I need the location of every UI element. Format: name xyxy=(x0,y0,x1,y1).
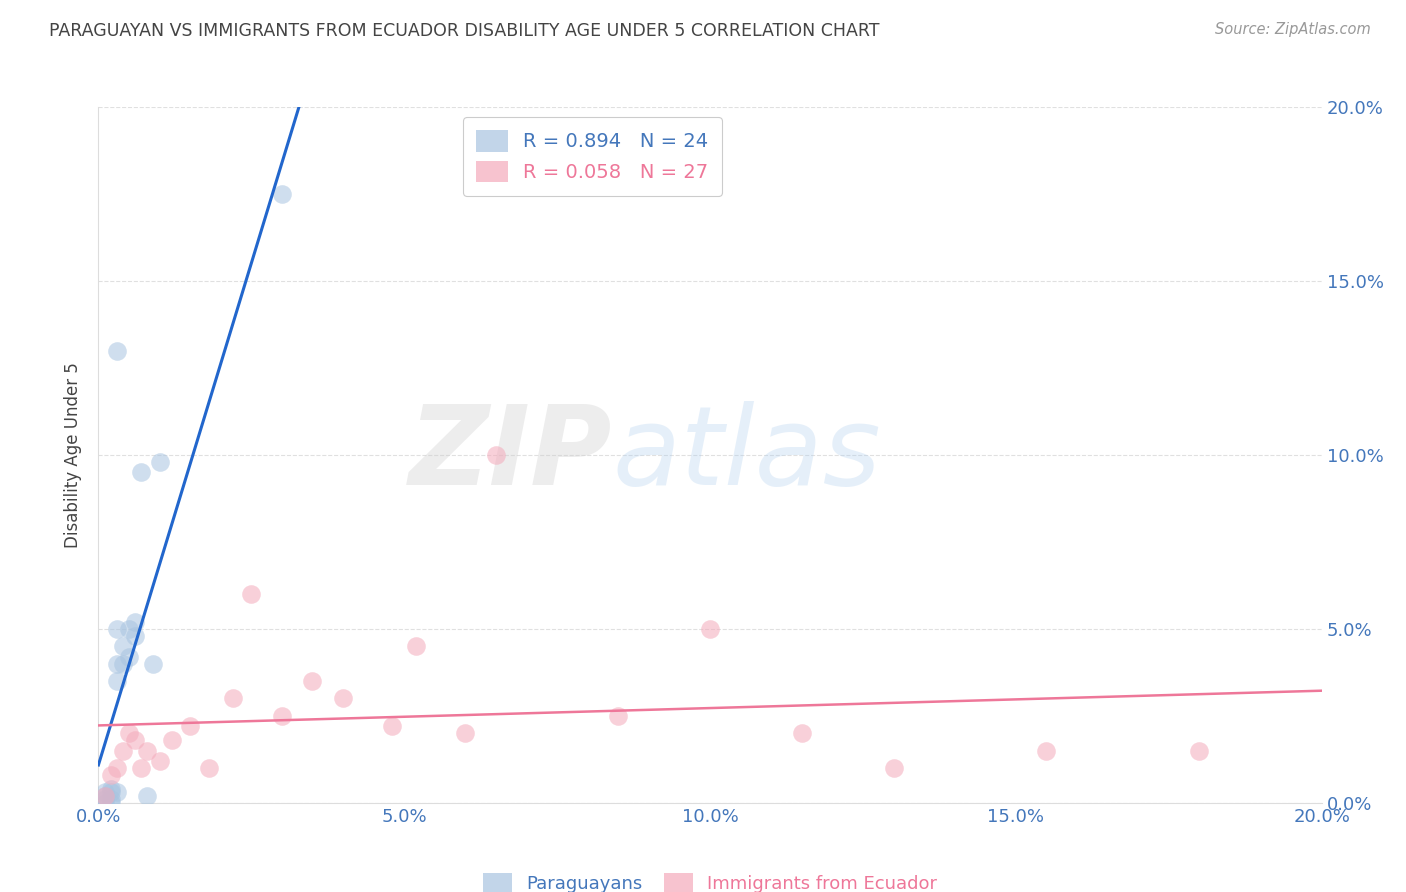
Point xyxy=(270,187,292,202)
Point xyxy=(332,691,354,706)
Point xyxy=(240,587,263,601)
Point xyxy=(100,792,122,806)
Point xyxy=(790,726,813,740)
Point xyxy=(699,622,721,636)
Point xyxy=(405,639,427,653)
Point xyxy=(485,448,508,462)
Point xyxy=(93,792,115,806)
Point xyxy=(179,719,201,733)
Text: atlas: atlas xyxy=(612,401,880,508)
Point xyxy=(93,796,115,810)
Point xyxy=(105,622,128,636)
Point xyxy=(93,789,115,803)
Point xyxy=(111,639,134,653)
Point xyxy=(222,691,245,706)
Point xyxy=(105,343,128,358)
Y-axis label: Disability Age Under 5: Disability Age Under 5 xyxy=(65,362,83,548)
Point xyxy=(100,768,122,782)
Point xyxy=(1035,744,1057,758)
Point xyxy=(105,657,128,671)
Point xyxy=(93,789,115,803)
Point xyxy=(100,781,122,796)
Point xyxy=(136,789,159,803)
Point xyxy=(149,754,172,768)
Point xyxy=(124,629,146,643)
Point xyxy=(607,708,630,723)
Point xyxy=(129,466,152,480)
Point xyxy=(100,796,122,810)
Point xyxy=(100,785,122,799)
Point xyxy=(142,657,165,671)
Point xyxy=(136,744,159,758)
Point xyxy=(381,719,404,733)
Point xyxy=(118,622,141,636)
Point xyxy=(111,744,134,758)
Point xyxy=(118,726,141,740)
Point xyxy=(124,615,146,629)
Text: ZIP: ZIP xyxy=(409,401,612,508)
Text: PARAGUAYAN VS IMMIGRANTS FROM ECUADOR DISABILITY AGE UNDER 5 CORRELATION CHART: PARAGUAYAN VS IMMIGRANTS FROM ECUADOR DI… xyxy=(49,22,880,40)
Point xyxy=(197,761,219,775)
Point xyxy=(454,726,477,740)
Point xyxy=(1188,744,1211,758)
Text: Source: ZipAtlas.com: Source: ZipAtlas.com xyxy=(1215,22,1371,37)
Point xyxy=(93,785,115,799)
Point xyxy=(105,785,128,799)
Point xyxy=(105,674,128,689)
Point xyxy=(129,761,152,775)
Point xyxy=(118,649,141,664)
Point xyxy=(270,708,292,723)
Point xyxy=(149,455,172,469)
Point xyxy=(124,733,146,747)
Point xyxy=(160,733,183,747)
Point xyxy=(111,657,134,671)
Point xyxy=(883,761,905,775)
Point xyxy=(105,761,128,775)
Legend: Paraguayans, Immigrants from Ecuador: Paraguayans, Immigrants from Ecuador xyxy=(474,864,946,892)
Point xyxy=(301,674,323,689)
